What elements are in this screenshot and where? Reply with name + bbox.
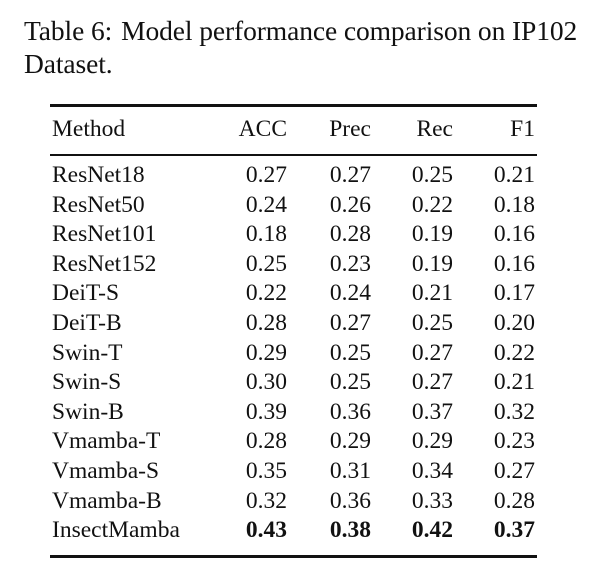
cell-rec: 0.25 <box>411 310 453 336</box>
cell-f1: 0.18 <box>493 191 535 218</box>
cell-method: ResNet152 <box>52 250 157 277</box>
table-row: DeiT-B 0.28 0.27 0.25 0.20 <box>50 308 537 338</box>
cell-rec: 0.19 <box>411 221 453 248</box>
cell-acc: 0.30 <box>245 369 287 396</box>
cell-acc: 0.18 <box>245 221 287 248</box>
table-row: Swin-T 0.29 0.25 0.27 0.22 <box>50 338 537 368</box>
table-row: ResNet18 0.27 0.27 0.25 0.21 <box>50 160 537 190</box>
cell-rec: 0.25 <box>411 162 453 188</box>
cell-method: Swin-B <box>52 398 124 425</box>
table-row: DeiT-S 0.22 0.24 0.21 0.17 <box>50 278 537 308</box>
header-row: Method ACC Prec Rec F1 <box>50 114 537 144</box>
table-row: Swin-B 0.39 0.36 0.37 0.32 <box>50 397 537 427</box>
top-rule <box>50 104 537 107</box>
cell-rec: 0.42 <box>411 517 453 544</box>
cell-acc: 0.22 <box>245 280 287 307</box>
cell-prec: 0.29 <box>329 428 371 455</box>
cell-prec: 0.27 <box>329 162 371 188</box>
cell-prec: 0.25 <box>329 369 371 396</box>
cell-acc: 0.32 <box>245 487 287 514</box>
cell-method: Swin-T <box>52 339 123 366</box>
cell-acc: 0.28 <box>245 428 287 455</box>
cell-f1: 0.27 <box>493 458 535 484</box>
header-rule <box>50 154 537 156</box>
cell-f1: 0.21 <box>493 369 535 396</box>
cell-method: InsectMamba <box>52 517 180 544</box>
cell-f1: 0.23 <box>493 428 535 455</box>
table-row: Vmamba-B 0.32 0.36 0.33 0.28 <box>50 486 537 516</box>
cell-method: DeiT-B <box>52 310 122 336</box>
table-caption: Table 6: Model performance comparison on … <box>24 14 579 80</box>
cell-rec: 0.21 <box>411 280 453 307</box>
cell-rec: 0.22 <box>411 191 453 218</box>
cell-rec: 0.27 <box>411 369 453 396</box>
cell-prec: 0.25 <box>329 339 371 366</box>
header-method: Method <box>52 116 126 142</box>
cell-f1: 0.32 <box>493 398 535 425</box>
cell-method: Vmamba-T <box>52 428 161 455</box>
cell-f1: 0.17 <box>493 280 535 307</box>
cell-acc: 0.29 <box>245 339 287 366</box>
cell-method: DeiT-S <box>52 280 120 307</box>
cell-prec: 0.27 <box>329 310 371 336</box>
cell-acc: 0.43 <box>245 517 287 544</box>
cell-method: Swin-S <box>52 369 122 396</box>
header-f1: F1 <box>510 116 535 142</box>
table-row: Vmamba-T 0.28 0.29 0.29 0.23 <box>50 426 537 456</box>
cell-rec: 0.37 <box>411 398 453 425</box>
table-row: Swin-S 0.30 0.25 0.27 0.21 <box>50 367 537 397</box>
cell-f1: 0.22 <box>493 339 535 366</box>
cell-f1: 0.16 <box>493 221 535 248</box>
cell-f1: 0.37 <box>493 517 535 544</box>
cell-acc: 0.35 <box>245 458 287 484</box>
cell-prec: 0.26 <box>329 191 371 218</box>
caption-text: Model performance comparison on IP102 Da… <box>24 15 578 79</box>
cell-rec: 0.27 <box>411 339 453 366</box>
table-row: ResNet152 0.25 0.23 0.19 0.16 <box>50 249 537 279</box>
header-acc: ACC <box>238 116 287 142</box>
cell-f1: 0.16 <box>493 250 535 277</box>
cell-f1: 0.21 <box>493 162 535 188</box>
table-row: ResNet101 0.18 0.28 0.19 0.16 <box>50 219 537 249</box>
table-row: InsectMamba 0.43 0.38 0.42 0.37 <box>50 515 537 545</box>
cell-method: ResNet50 <box>52 191 145 218</box>
table-row: ResNet50 0.24 0.26 0.22 0.18 <box>50 190 537 220</box>
cell-method: ResNet101 <box>52 221 157 248</box>
cell-prec: 0.23 <box>329 250 371 277</box>
cell-f1: 0.28 <box>493 487 535 514</box>
cell-method: ResNet18 <box>52 162 145 188</box>
cell-prec: 0.38 <box>329 517 371 544</box>
bottom-rule <box>50 555 537 558</box>
cell-acc: 0.25 <box>245 250 287 277</box>
cell-prec: 0.24 <box>329 280 371 307</box>
cell-prec: 0.36 <box>329 487 371 514</box>
cell-method: Vmamba-B <box>52 487 162 514</box>
cell-rec: 0.29 <box>411 428 453 455</box>
cell-method: Vmamba-S <box>52 458 160 484</box>
cell-acc: 0.39 <box>245 398 287 425</box>
cell-acc: 0.24 <box>245 191 287 218</box>
caption-label: Table 6: <box>24 15 113 46</box>
cell-prec: 0.36 <box>329 398 371 425</box>
cell-rec: 0.34 <box>411 458 453 484</box>
cell-acc: 0.27 <box>245 162 287 188</box>
header-rec: Rec <box>416 116 453 142</box>
cell-f1: 0.20 <box>493 310 535 336</box>
cell-prec: 0.28 <box>329 221 371 248</box>
cell-rec: 0.33 <box>411 487 453 514</box>
cell-rec: 0.19 <box>411 250 453 277</box>
table-row: Vmamba-S 0.35 0.31 0.34 0.27 <box>50 456 537 486</box>
cell-prec: 0.31 <box>329 458 371 484</box>
cell-acc: 0.28 <box>245 310 287 336</box>
header-prec: Prec <box>329 116 371 142</box>
